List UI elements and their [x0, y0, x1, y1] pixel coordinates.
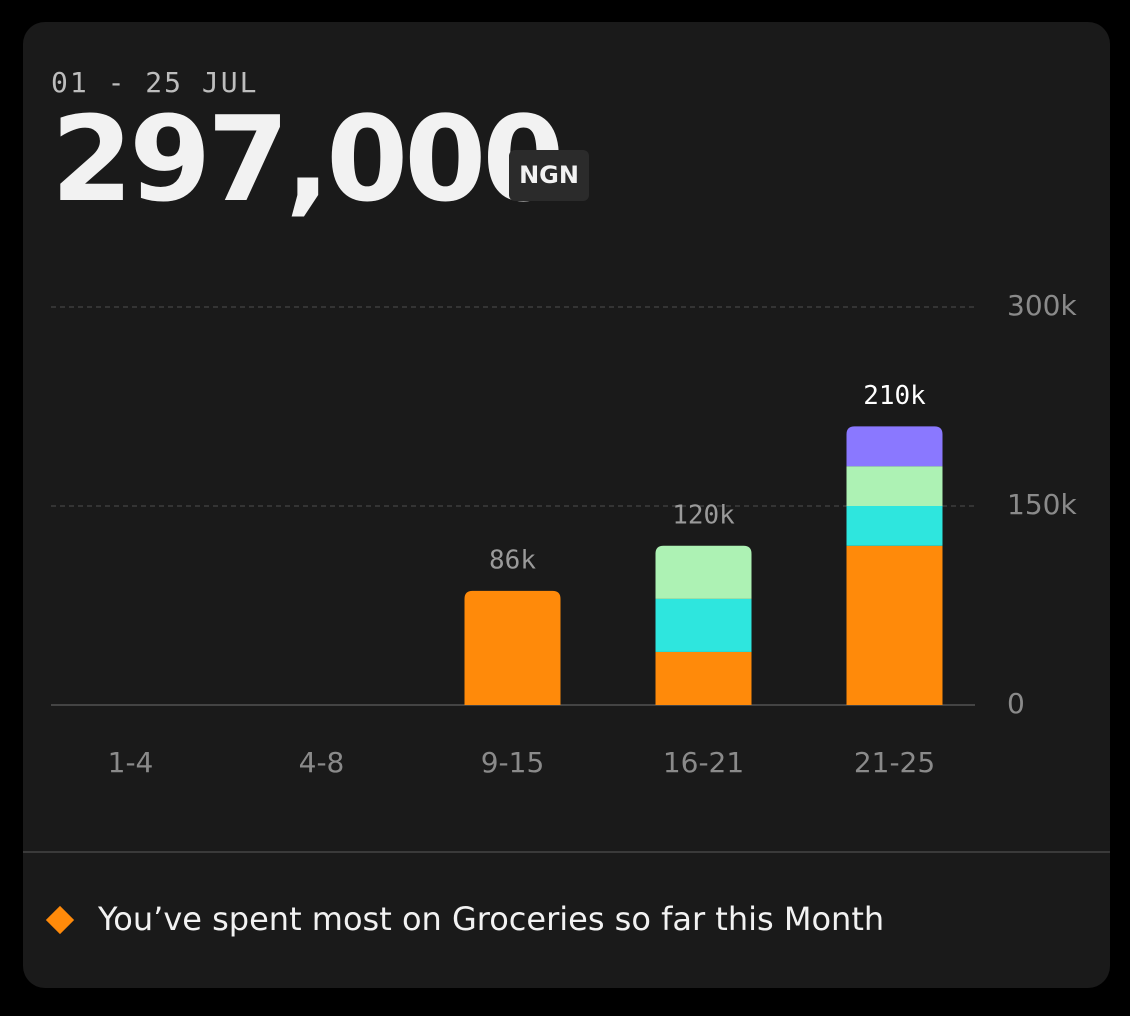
date-range: 01 - 25 JUL [51, 66, 258, 99]
y-tick-label: 300k [1007, 289, 1077, 322]
x-tick-label: 9-15 [481, 746, 545, 779]
bar-segment [464, 590, 561, 705]
value-label: 120k [672, 500, 735, 530]
x-tick-label: 21-25 [854, 746, 935, 779]
value-label: 86k [489, 545, 536, 575]
note: You’ve spent most on Groceries so far th… [97, 900, 884, 938]
value-label: 210k [863, 381, 926, 411]
currency: NGN [519, 161, 579, 189]
bar-segment [846, 466, 943, 506]
bar-segment [846, 426, 943, 467]
currency-badge [509, 150, 589, 201]
x-tick-label: 16-21 [663, 746, 744, 779]
bar-segment [655, 651, 752, 705]
note-icon [45, 905, 75, 935]
x-tick-label: 4-8 [299, 746, 345, 779]
card [23, 22, 1110, 988]
bar-segment [846, 506, 943, 546]
bar-segment [655, 598, 752, 652]
x-tick-label: 1-4 [108, 746, 154, 779]
y-tick-label: 0 [1007, 687, 1025, 720]
amount: 297,000 [51, 90, 560, 228]
y-tick-label: 150k [1007, 488, 1077, 521]
bar-segment [846, 545, 943, 705]
bar-segment [655, 545, 752, 599]
